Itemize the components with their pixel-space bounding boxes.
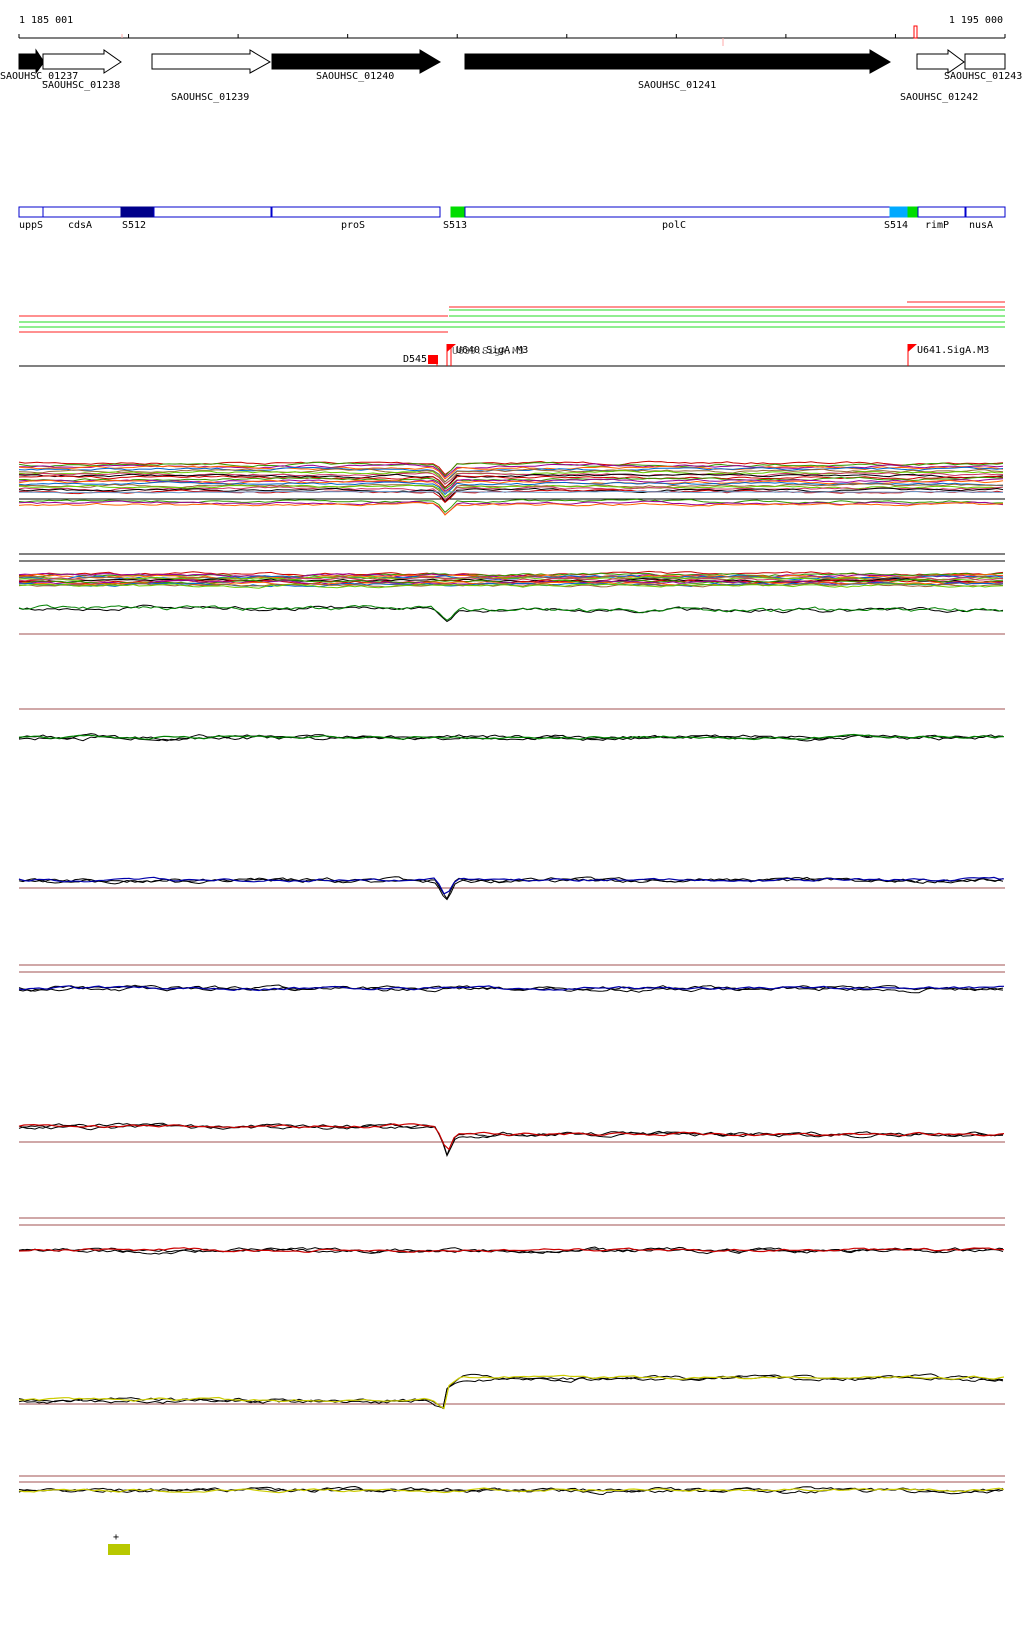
track-7-series-line [18, 1247, 1005, 1253]
promoter-label-d545: D545 [403, 354, 427, 365]
promoter-flag-d545[interactable] [428, 355, 438, 364]
track-1-series-line [18, 498, 1003, 514]
gene-label-saouhsc-01243: SAOUHSC_01243 [944, 71, 1022, 82]
track-2-series-line [18, 604, 1004, 621]
segment-label-rimP: rimP [925, 220, 949, 231]
track-6-series-line [18, 1123, 1005, 1151]
gene-label-saouhsc-01238: SAOUHSC_01238 [42, 80, 120, 91]
track-9-series-line [18, 1487, 1005, 1494]
gene-arrow-saouhsc-01237[interactable] [18, 48, 45, 75]
segment-track: uppS cdsA S512 proS S513 polC S514 rimP … [18, 206, 1006, 231]
track-3-series-line [18, 734, 1004, 742]
segment-cdsA-tail[interactable] [153, 206, 272, 218]
segment-uppS[interactable] [18, 206, 44, 218]
promoter-label-u641: U641.SigA.M3 [917, 345, 989, 356]
track-6-series-line [18, 1122, 1004, 1157]
gene-track: SAOUHSC_01237 SAOUHSC_01238 SAOUHSC_0123… [0, 48, 1022, 103]
segment-label-proS: proS [341, 220, 365, 231]
gene-arrow-saouhsc-01243[interactable] [964, 53, 1006, 70]
gene-arrow-saouhsc-01242[interactable] [916, 49, 965, 74]
segment-label-nusA: nusA [969, 220, 993, 231]
segment-S514-tail[interactable] [907, 206, 919, 218]
promoter-flag-u641[interactable] [908, 344, 917, 352]
track-1-series-line [18, 501, 1004, 516]
track-8-series-line [18, 1374, 1005, 1410]
track-1-series-line [18, 490, 1004, 494]
promoter-label-u640: U640.SigA.M3 [456, 345, 528, 356]
promoter-track: D545 U640.SigA.M3 U639.SigA.M3 U641.SigA… [19, 344, 1005, 367]
track-1-series-line [18, 487, 1004, 503]
ruler-end-label: 1 195 000 [949, 15, 1003, 26]
track-1-series-line [18, 475, 1004, 488]
gene-arrow-saouhsc-01238[interactable] [42, 49, 122, 74]
gene-label-saouhsc-01237: SAOUHSC_01237 [0, 71, 78, 82]
gene-label-saouhsc-01241: SAOUHSC_01241 [638, 80, 716, 91]
coordinate-ruler: 1 185 001 1 195 000 [18, 15, 1006, 46]
segment-proS[interactable] [271, 206, 441, 218]
track-1-series-line [18, 486, 1004, 501]
track-4-series-line [18, 876, 1005, 895]
ruler-start-label: 1 185 001 [19, 15, 73, 26]
track-1-series-line [18, 468, 1004, 483]
expression-tracks [18, 460, 1005, 1496]
gene-label-saouhsc-01242: SAOUHSC_01242 [900, 92, 978, 103]
track-2-series-line [18, 572, 1004, 579]
segment-label-S512: S512 [122, 220, 146, 231]
segment-nusA[interactable] [965, 206, 1006, 218]
segment-label-uppS: uppS [19, 220, 43, 231]
track-1-series-line [18, 478, 1004, 492]
track-1-series-line [18, 465, 1004, 480]
track-5-series-line [18, 985, 1005, 992]
track-2-series-line [18, 604, 1004, 623]
track-8-series-line [18, 1373, 1004, 1410]
track-2-series-line [18, 582, 1004, 589]
segment-rimP[interactable] [917, 206, 966, 218]
segment-S513[interactable] [450, 206, 466, 218]
track-1-series-line [18, 481, 1003, 496]
track-1-series-line [18, 500, 1004, 516]
gene-label-saouhsc-01239: SAOUHSC_01239 [171, 92, 249, 103]
track-7-series-line [18, 1247, 1004, 1255]
transcript-track [19, 301, 1005, 333]
track-2-series-line [18, 572, 1004, 579]
track-3-series-line [18, 733, 1005, 741]
track-1-series-line [18, 461, 1004, 477]
track-1-series-line [18, 466, 1004, 483]
gene-arrow-saouhsc-01241[interactable] [464, 49, 892, 74]
track-2-series-line [18, 575, 1004, 582]
track-4-series-line [18, 877, 1004, 901]
segment-label-S514: S514 [884, 220, 908, 231]
ruler-ticks [18, 34, 1006, 38]
segment-label-polC: polC [662, 220, 686, 231]
segment-label-cdsA: cdsA [68, 220, 92, 231]
legend-swatch[interactable] [108, 1544, 130, 1555]
gene-label-saouhsc-01240: SAOUHSC_01240 [316, 71, 394, 82]
gene-arrow-saouhsc-01239[interactable] [151, 49, 272, 74]
legend: + [108, 1532, 130, 1555]
segment-label-S513: S513 [443, 220, 467, 231]
segment-S514[interactable] [889, 206, 909, 218]
track-6-series-line [18, 1123, 1004, 1158]
segment-cdsA[interactable] [42, 206, 122, 218]
gene-arrow-saouhsc-01240[interactable] [271, 49, 442, 74]
track-1-series-line [18, 473, 1004, 489]
segment-polC[interactable] [464, 206, 891, 218]
segment-S512[interactable] [120, 206, 155, 218]
ruler-highlight-marker [913, 25, 918, 39]
track-1-series-line [18, 476, 1004, 490]
promoter-label-u639: U639.SigA.M3 [452, 346, 524, 357]
track-1-series-line [18, 484, 1004, 498]
legend-symbol: + [113, 1532, 119, 1543]
track-8-series-line [18, 1374, 1004, 1409]
